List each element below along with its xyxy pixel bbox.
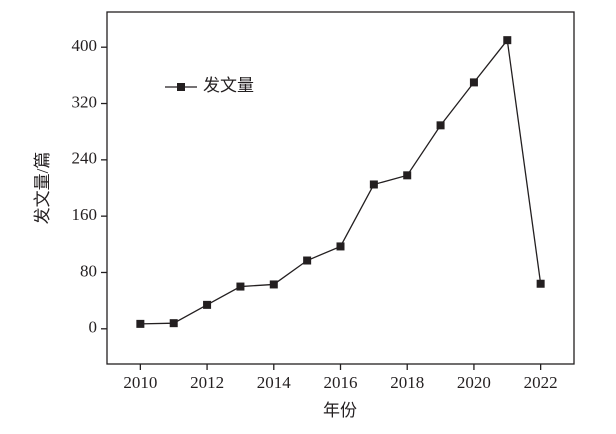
y-tick-label: 160	[72, 205, 98, 224]
point-marker	[269, 280, 278, 289]
point-marker	[536, 279, 545, 288]
point-marker	[203, 300, 212, 309]
x-tick-label: 2014	[257, 373, 292, 392]
y-tick-label: 80	[80, 261, 97, 280]
legend-marker	[177, 83, 185, 91]
x-tick-label: 2022	[524, 373, 558, 392]
y-tick-label: 400	[72, 36, 98, 55]
point-marker	[236, 282, 245, 291]
point-marker	[436, 121, 445, 130]
x-tick-label: 2010	[123, 373, 157, 392]
x-tick-label: 2012	[190, 373, 224, 392]
point-marker	[369, 180, 378, 189]
y-tick-label: 0	[89, 318, 98, 337]
x-axis-label: 年份	[323, 401, 357, 420]
point-marker	[403, 171, 412, 180]
point-marker	[136, 319, 145, 328]
plot-frame	[106, 11, 575, 365]
y-tick-label: 320	[72, 92, 98, 111]
y-axis-label: 发文量/篇	[33, 152, 52, 225]
legend-label: 发文量	[203, 76, 254, 95]
x-tick-label: 2018	[390, 373, 424, 392]
y-tick-label: 240	[72, 149, 98, 168]
series-line	[140, 38, 542, 325]
x-tick-label: 2020	[457, 373, 491, 392]
point-marker	[303, 256, 312, 265]
point-marker	[503, 36, 512, 45]
point-marker	[469, 78, 478, 87]
point-marker	[336, 242, 345, 251]
point-marker	[169, 319, 178, 328]
x-tick-label: 2016	[324, 373, 358, 392]
